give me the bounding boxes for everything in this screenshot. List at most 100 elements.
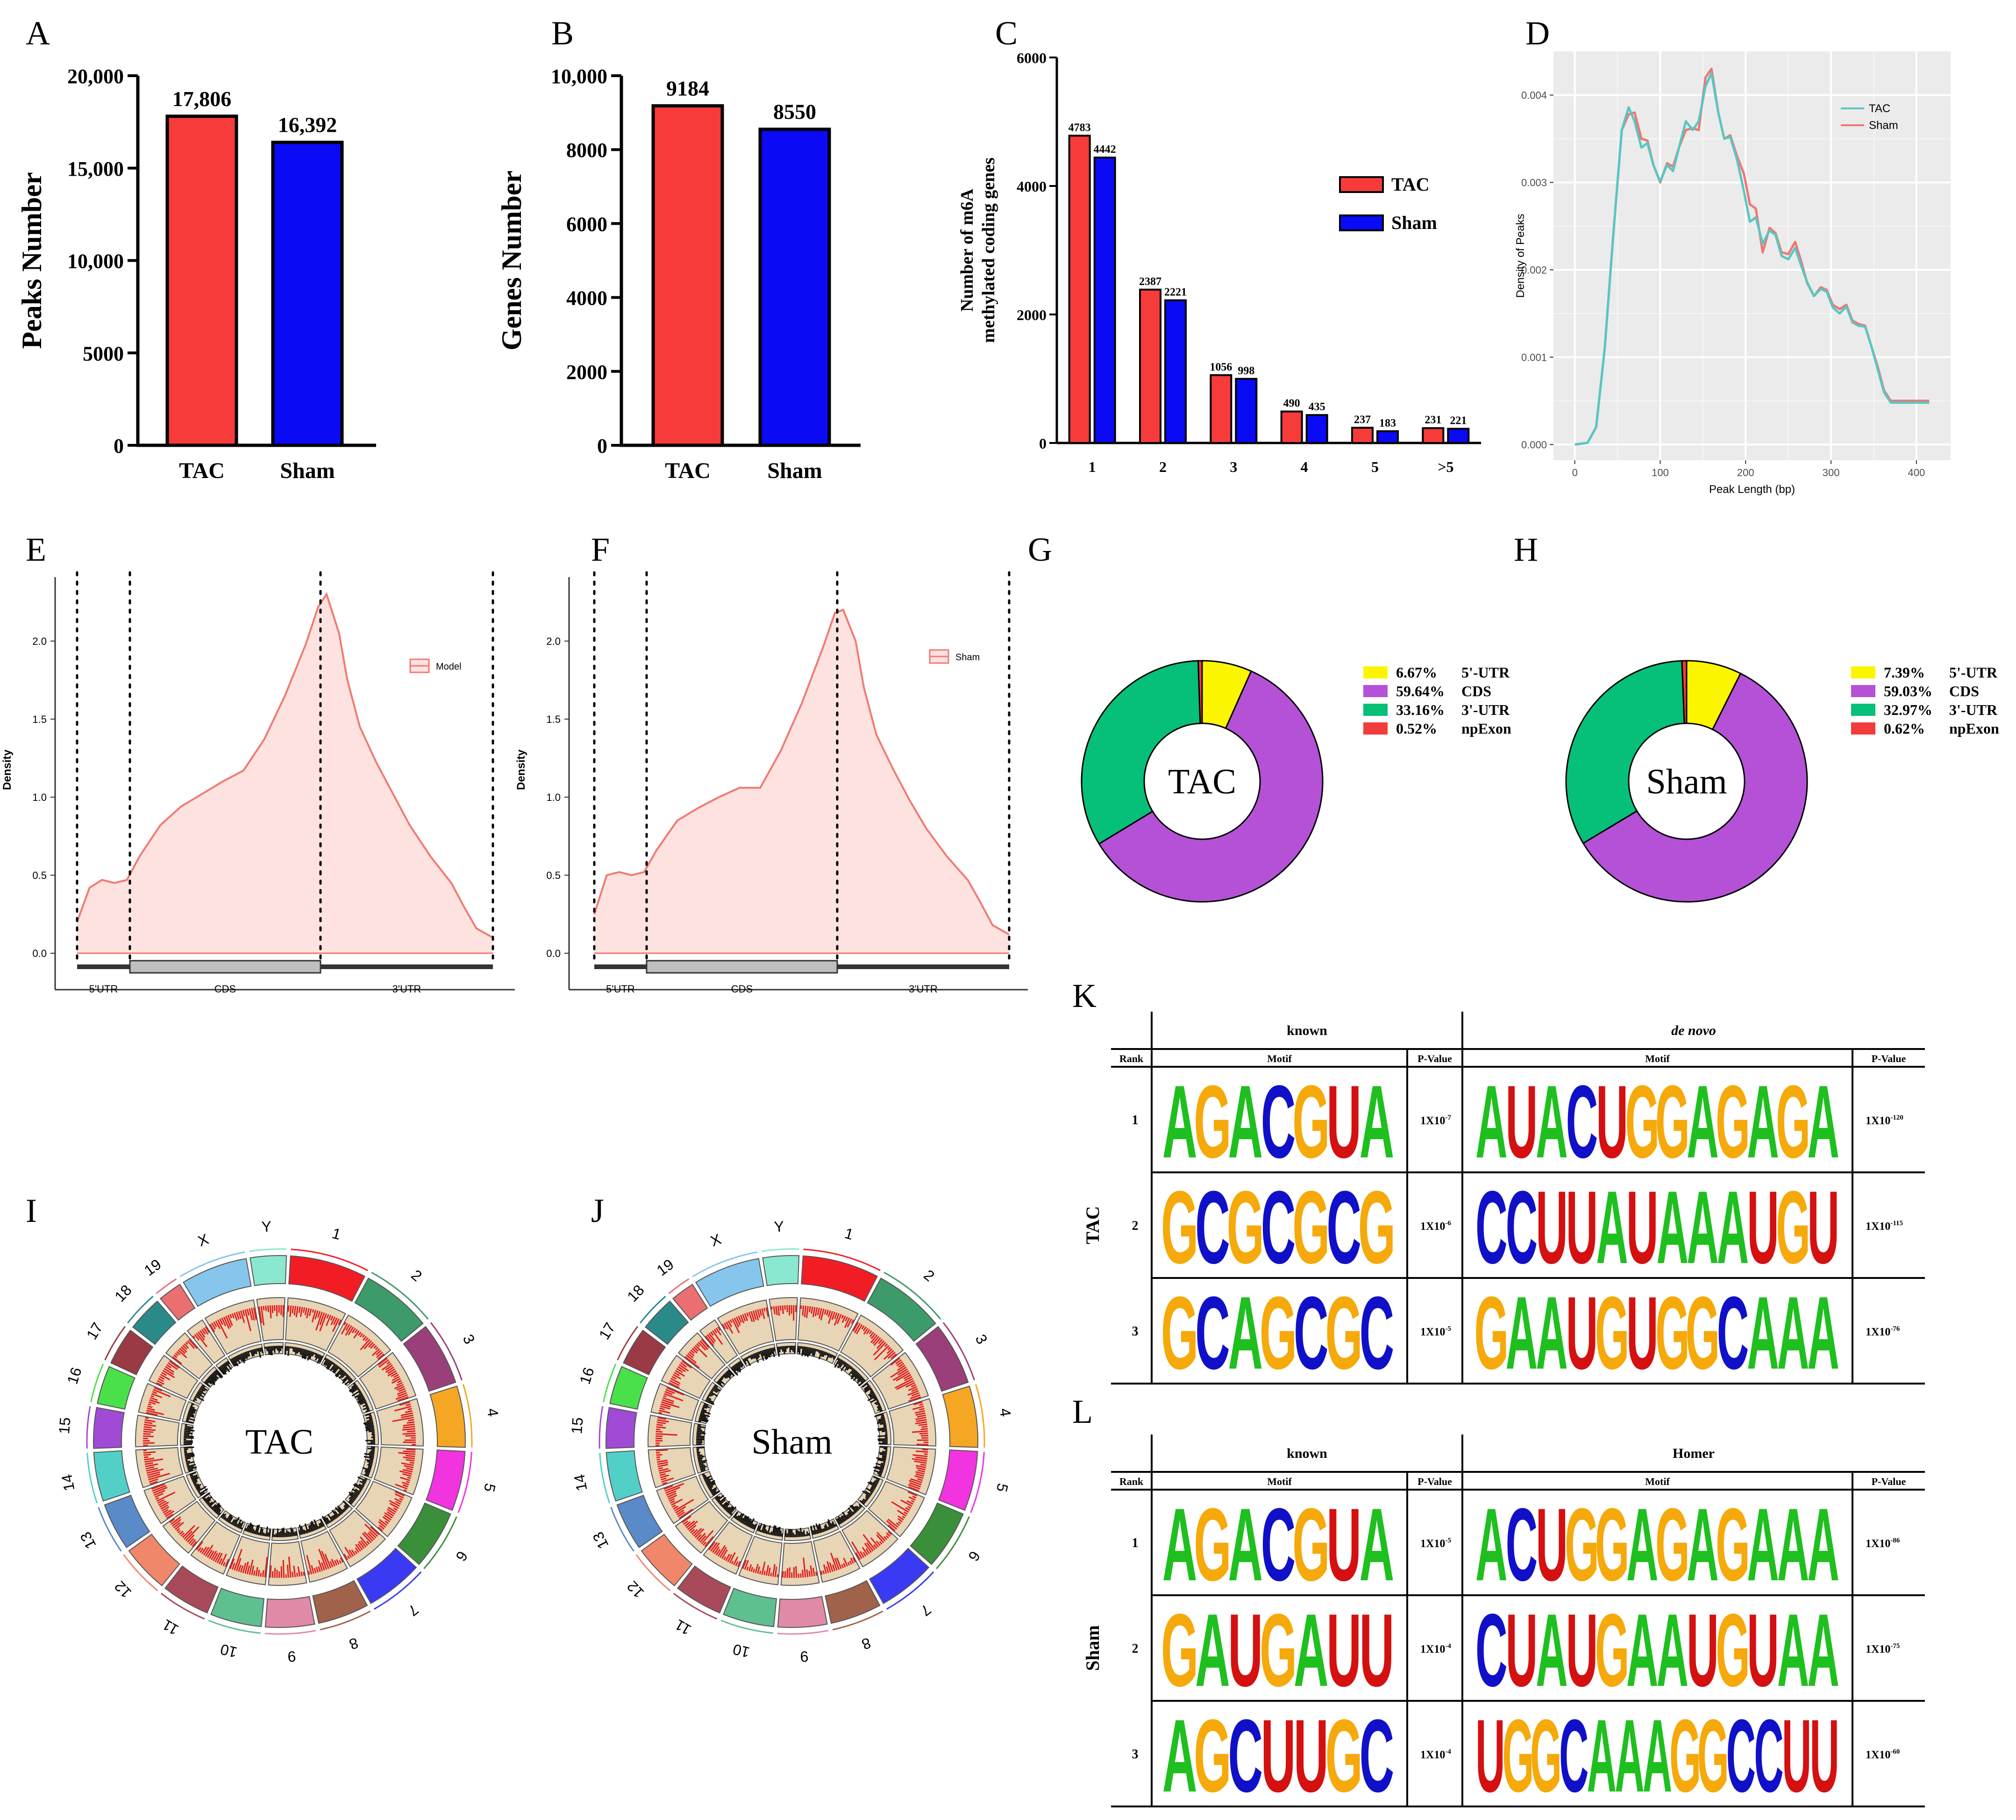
gene-signal-bar xyxy=(316,1355,322,1364)
motif-letter: G xyxy=(1292,1169,1330,1285)
peak-signal-bar xyxy=(912,1430,928,1433)
gene-signal-bar xyxy=(201,1384,206,1388)
gene-signal-bar xyxy=(301,1349,306,1359)
y-tick-label: 8000 xyxy=(566,139,607,162)
peak-signal-bar xyxy=(916,1467,926,1470)
peak-signal-bar xyxy=(229,1314,233,1319)
peak-signal-bar xyxy=(665,1389,675,1394)
motif-letter: A xyxy=(1747,1064,1779,1180)
gene-signal-bar xyxy=(775,1527,778,1536)
gene-signal-bar xyxy=(197,1485,207,1492)
gene-signal-bar xyxy=(745,1357,751,1366)
peak-signal-bar xyxy=(395,1394,408,1400)
header-motif: Motif xyxy=(1645,1476,1670,1487)
gene-signal-bar xyxy=(854,1506,859,1511)
peak-signal-bar xyxy=(179,1348,186,1354)
motif-letter: A xyxy=(1228,1486,1263,1603)
gene-signal-bar xyxy=(882,1456,887,1459)
peak-signal-bar xyxy=(815,1571,818,1576)
peak-signal-bar xyxy=(662,1397,675,1402)
legend-label-tac: TAC xyxy=(1869,102,1890,115)
pvalue-base: 1X10 xyxy=(1866,1643,1890,1656)
chromosome-outline-arc xyxy=(423,1516,457,1570)
header-pvalue: P-Value xyxy=(1872,1476,1906,1487)
peak-signal-bar xyxy=(249,1308,253,1320)
bar-tac xyxy=(651,104,724,447)
peak-signal-bar xyxy=(680,1362,687,1368)
gene-signal-bar xyxy=(713,1385,721,1392)
peak-signal-bar xyxy=(373,1345,377,1349)
peak-signal-bar xyxy=(907,1390,919,1396)
gene-signal-bar xyxy=(235,1523,238,1527)
bar-value-label: 2221 xyxy=(1164,286,1187,299)
peak-signal-bar xyxy=(378,1357,388,1366)
gene-signal-bar xyxy=(728,1507,734,1514)
peak-signal-bar xyxy=(192,1335,196,1339)
gene-signal-bar xyxy=(321,1515,328,1525)
peak-signal-bar xyxy=(375,1347,379,1350)
gene-signal-bar xyxy=(827,1526,830,1530)
legend-swatch xyxy=(1851,685,1875,697)
peak-signal-bar xyxy=(876,1340,885,1349)
peak-signal-bar xyxy=(347,1555,350,1559)
gene-signal-bar xyxy=(745,1518,750,1526)
peak-signal-bar xyxy=(834,1312,838,1320)
peak-signal-bar xyxy=(174,1521,185,1530)
peak-signal-bar xyxy=(229,1558,235,1569)
gene-signal-bar xyxy=(706,1481,716,1487)
motif-letter: G xyxy=(1292,1486,1330,1603)
peak-signal-bar xyxy=(894,1378,913,1389)
legend-percent: 6.67% xyxy=(1396,664,1437,681)
chromosome-band-17 xyxy=(623,1329,666,1376)
gene-signal-bar xyxy=(828,1354,832,1358)
gene-signal-bar xyxy=(188,1469,193,1472)
gene-signal-bar xyxy=(218,1367,225,1375)
gene-signal-bar xyxy=(366,1424,374,1427)
bar-sham xyxy=(271,141,344,447)
peak-signal-bar xyxy=(407,1477,411,1479)
peak-signal-bar xyxy=(143,1451,156,1454)
x-axis-title: Peak Length (bp) xyxy=(1709,483,1795,496)
gene-signal-bar xyxy=(827,1519,833,1529)
peak-signal-bar xyxy=(919,1408,925,1411)
gene-signal-bar xyxy=(358,1484,364,1488)
pvalue-exponent: -4 xyxy=(1445,1642,1451,1650)
gene-signal-bar xyxy=(705,1480,711,1485)
gene-signal-bar xyxy=(233,1357,239,1367)
peak-signal-bar xyxy=(907,1506,912,1509)
gene-signal-bar xyxy=(881,1463,885,1465)
rank-cell: 1 xyxy=(1132,1113,1139,1128)
gene-signal-bar xyxy=(733,1512,739,1518)
gene-signal-bar xyxy=(244,1527,247,1531)
chromosome-label: 18 xyxy=(111,1281,135,1305)
gene-signal-bar xyxy=(761,1350,764,1356)
gene-signal-bar xyxy=(822,1351,826,1357)
peak-signal-bar xyxy=(664,1483,684,1492)
gene-signal-bar xyxy=(363,1420,373,1424)
peak-signal-bar xyxy=(182,1525,196,1538)
peak-signal-bar xyxy=(244,1561,249,1574)
gene-signal-bar xyxy=(848,1507,855,1515)
gene-signal-bar xyxy=(198,1491,201,1494)
peak-signal-bar xyxy=(685,1520,695,1528)
peak-signal-bar xyxy=(234,1549,242,1571)
motif-letter: G xyxy=(1669,1698,1701,1814)
gene-signal-bar xyxy=(803,1346,806,1355)
peak-signal-bar xyxy=(699,1340,709,1350)
peak-signal-bar xyxy=(321,1550,329,1569)
y-tick-label: 2.0 xyxy=(546,635,561,647)
peak-signal-bar xyxy=(198,1547,202,1552)
chromosome-band-5 xyxy=(425,1449,466,1511)
peak-signal-bar xyxy=(357,1543,363,1550)
chromosome-label: 15 xyxy=(56,1417,74,1435)
peak-signal-bar xyxy=(672,1504,676,1508)
peak-signal-bar xyxy=(329,1561,334,1568)
gene-signal-bar xyxy=(211,1373,218,1380)
gene-signal-bar xyxy=(704,1477,710,1482)
legend-label-tac: TAC xyxy=(1391,174,1429,195)
gene-signal-bar xyxy=(697,1454,703,1457)
chromosome-outline-arc xyxy=(832,1610,883,1631)
gene-signal-bar xyxy=(841,1515,846,1522)
gene-signal-bar xyxy=(878,1419,886,1422)
chromosome-outline-arc xyxy=(975,1384,985,1448)
